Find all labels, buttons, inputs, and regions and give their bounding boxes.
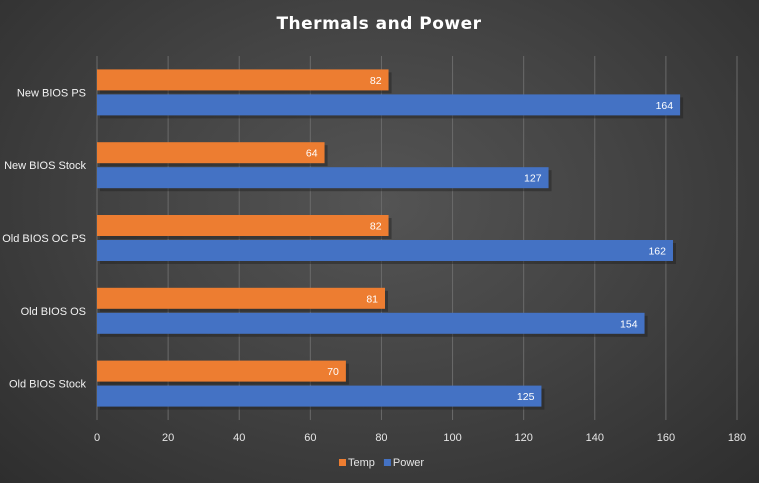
data-label-power-4: 125: [517, 391, 535, 403]
legend-swatch-temp: [339, 459, 346, 466]
bar-power-4: [97, 385, 542, 407]
data-label-power-0: 164: [656, 100, 674, 112]
x-tick-label-5: 100: [443, 432, 461, 444]
data-label-temp-2: 82: [370, 221, 382, 233]
category-label-2: Old BIOS OC PS: [2, 233, 86, 245]
bar-layer: [97, 69, 684, 410]
x-tick-label-3: 60: [304, 432, 316, 444]
legend-swatch-power: [383, 459, 391, 466]
data-label-power-2: 162: [648, 246, 666, 258]
data-label-temp-4: 70: [327, 366, 339, 378]
legend-label-temp: Temp: [348, 457, 375, 469]
bar-temp-0: [97, 69, 389, 91]
x-tick-label-4: 80: [375, 432, 387, 444]
category-label-3: Old BIOS OS: [21, 306, 86, 318]
category-label-0: New BIOS PS: [17, 87, 86, 99]
bar-temp-4: [97, 360, 346, 382]
bar-temp-1: [97, 142, 325, 164]
bar-power-1: [97, 167, 549, 189]
x-tick-label-6: 120: [514, 432, 532, 444]
x-tick-label-7: 140: [586, 432, 604, 444]
legend: Temp Power: [339, 457, 424, 469]
chart-title: Thermals and Power: [276, 14, 481, 34]
bar-temp-3: [97, 287, 385, 309]
label-layer: 0 20 40 60 80 100 120 140 160 180 New BIOS PS 82 164…: [2, 75, 746, 444]
data-label-power-3: 154: [620, 318, 638, 330]
bar-power-3: [97, 312, 645, 334]
data-label-temp-3: 81: [366, 293, 378, 305]
legend-label-power: Power: [393, 457, 425, 469]
x-tick-label-9: 180: [728, 432, 746, 444]
x-tick-label-1: 20: [162, 432, 174, 444]
grid-layer: [96, 56, 738, 420]
category-label-1: New BIOS Stock: [4, 160, 86, 172]
x-tick-label-8: 160: [657, 432, 675, 444]
bar-temp-2: [97, 215, 389, 236]
category-label-4: Old BIOS Stock: [9, 379, 87, 391]
data-label-temp-1: 64: [306, 148, 318, 160]
data-label-power-1: 127: [524, 173, 542, 185]
x-tick-label-0: 0: [94, 432, 100, 444]
data-label-temp-0: 82: [370, 75, 382, 87]
bar-power-0: [97, 94, 681, 116]
x-tick-label-2: 40: [233, 432, 245, 444]
bar-power-2: [97, 240, 673, 261]
